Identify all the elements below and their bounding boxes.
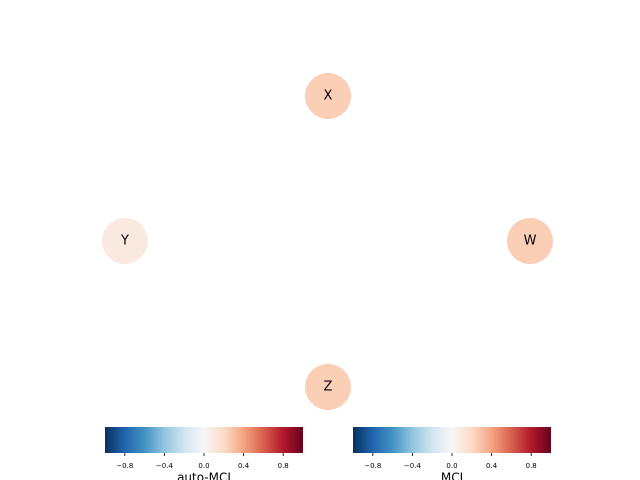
node [305, 73, 351, 119]
tick-label: 0.4 [486, 462, 498, 470]
tick-label: 0.0 [198, 462, 209, 470]
tick-label: 0.8 [278, 462, 289, 470]
tick-label: 0.8 [526, 462, 537, 470]
tick-label: 0.4 [238, 462, 250, 470]
node-label: Z [324, 380, 333, 395]
tick-label: −0.4 [404, 462, 422, 470]
node [507, 218, 553, 264]
tick-label: −0.4 [156, 462, 174, 470]
node [102, 218, 148, 264]
tick-label: −0.8 [116, 462, 133, 470]
tick-label: −0.8 [364, 462, 381, 470]
tick-label: 0.0 [446, 462, 457, 470]
node-label: Y [120, 234, 129, 249]
node-label: X [324, 89, 333, 104]
colorbar-label: MCI [441, 471, 463, 480]
colorbar [353, 427, 551, 453]
node-label: W [524, 234, 537, 249]
colorbar [105, 427, 303, 453]
colorbar-label: auto-MCI [177, 471, 231, 480]
node [305, 364, 351, 410]
